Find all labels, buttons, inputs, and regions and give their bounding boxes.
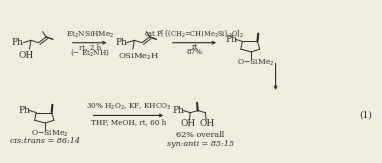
Text: OSiMe$_2$H: OSiMe$_2$H bbox=[118, 51, 160, 62]
Text: Ph: Ph bbox=[173, 106, 185, 115]
Text: syn:anti = 85:15: syn:anti = 85:15 bbox=[167, 140, 234, 148]
Text: Ph: Ph bbox=[19, 106, 31, 115]
Text: 30% H$_2$O$_2$, KF, KHCO$_3$: 30% H$_2$O$_2$, KF, KHCO$_3$ bbox=[86, 102, 171, 112]
Text: THF, MeOH, rt, 60 h: THF, MeOH, rt, 60 h bbox=[91, 118, 166, 126]
Text: OH: OH bbox=[19, 51, 34, 60]
Text: Ph: Ph bbox=[225, 35, 237, 44]
Text: O$-$SiMe$_2$: O$-$SiMe$_2$ bbox=[31, 129, 69, 139]
Text: O$-$SiMe$_2$: O$-$SiMe$_2$ bbox=[237, 58, 274, 68]
Text: 87%: 87% bbox=[186, 48, 202, 56]
Text: rt, 2 h: rt, 2 h bbox=[79, 43, 101, 51]
Text: cat P[{(CH$_2$=CH)Me$_2$Si}$_2$O]$_2$: cat P[{(CH$_2$=CH)Me$_2$Si}$_2$O]$_2$ bbox=[144, 29, 244, 39]
Text: Ph: Ph bbox=[11, 38, 23, 47]
Text: OH: OH bbox=[200, 119, 215, 128]
Text: cis:trans = 86:14: cis:trans = 86:14 bbox=[10, 137, 79, 145]
Text: ($-$ Et$_2$NH): ($-$ Et$_2$NH) bbox=[70, 47, 110, 58]
Text: OH: OH bbox=[181, 119, 196, 128]
Text: Ph: Ph bbox=[115, 38, 128, 47]
Text: (1): (1) bbox=[359, 111, 372, 120]
Text: 62% overall: 62% overall bbox=[176, 131, 224, 139]
Text: rt: rt bbox=[191, 43, 197, 51]
Text: Et$_2$NSiHMe$_2$: Et$_2$NSiHMe$_2$ bbox=[66, 30, 114, 40]
